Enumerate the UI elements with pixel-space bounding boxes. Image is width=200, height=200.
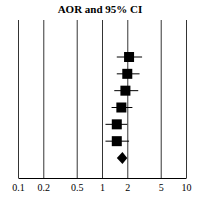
tick: 5 xyxy=(159,20,164,193)
tick-label: 10 xyxy=(182,182,192,193)
title: AOR and 95% CI xyxy=(58,3,143,15)
tick: 0.5 xyxy=(71,20,84,193)
grid-line xyxy=(186,20,187,178)
chart: AOR and 95% CI 0.1 0.2 0.5 1 2 5 10 xyxy=(0,0,200,200)
plot-area xyxy=(105,52,142,164)
x-axis-line xyxy=(19,178,187,179)
estimate-marker xyxy=(116,103,126,113)
tick: 0.2 xyxy=(38,20,51,193)
tick: 10 xyxy=(182,20,192,193)
tick-label: 0.1 xyxy=(12,182,25,193)
grid-line xyxy=(102,20,103,178)
estimate-marker xyxy=(124,52,134,62)
grid-line xyxy=(77,20,78,178)
tick-label: 5 xyxy=(159,182,164,193)
grid-line xyxy=(127,20,128,178)
estimate-marker xyxy=(112,119,122,129)
grid-line xyxy=(161,20,162,178)
tick-label: 0.5 xyxy=(71,182,84,193)
x-axis: 0.1 0.2 0.5 1 2 5 10 xyxy=(12,20,191,193)
grid-line xyxy=(43,20,44,178)
estimate-marker xyxy=(120,86,130,96)
tick-label: 0.2 xyxy=(38,182,51,193)
tick: 0.1 xyxy=(12,20,25,193)
summary-diamond xyxy=(117,152,127,164)
grid-line xyxy=(18,20,19,178)
estimate-marker xyxy=(112,136,122,146)
estimate-marker xyxy=(122,69,132,79)
tick-label: 1 xyxy=(100,182,105,193)
tick: 1 xyxy=(100,20,105,193)
tick-label: 2 xyxy=(125,182,130,193)
